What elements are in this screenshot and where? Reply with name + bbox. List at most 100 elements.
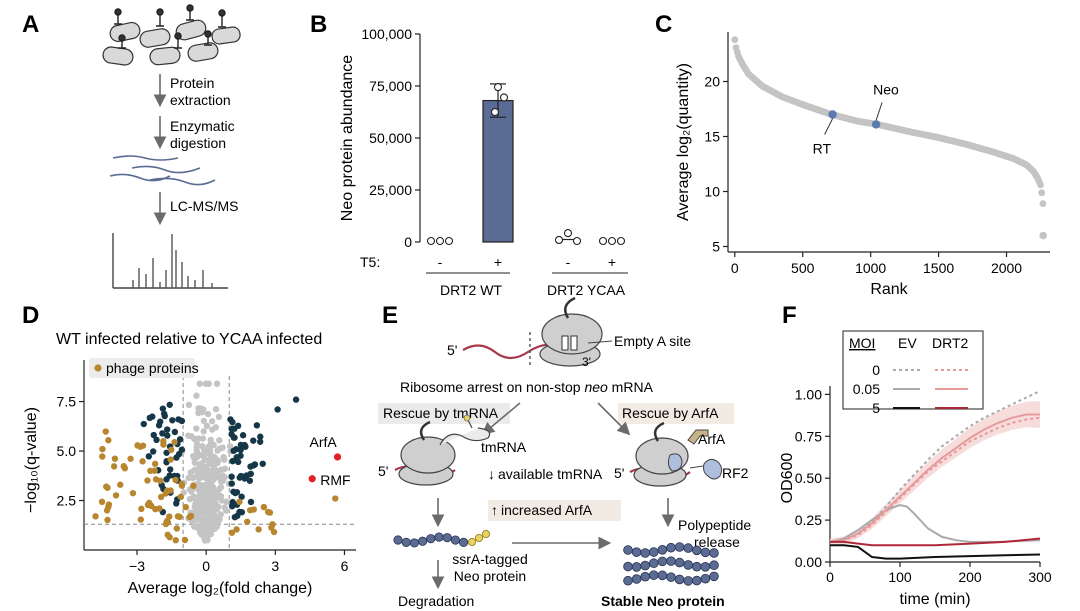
volcano-point-sig bbox=[230, 434, 238, 441]
volcano-point-sig bbox=[247, 498, 255, 506]
neo-protein-bead bbox=[674, 542, 685, 552]
rf2-in-ribosome bbox=[667, 453, 683, 472]
bacteria-cells bbox=[102, 19, 241, 66]
volcano-point-ns bbox=[209, 426, 216, 433]
volcano-point-sig bbox=[160, 410, 168, 417]
volcano-point-phage bbox=[151, 460, 159, 468]
volcano-point-ns bbox=[202, 474, 209, 481]
panel-label-a: A bbox=[22, 11, 39, 38]
volcano-point-sig bbox=[145, 453, 153, 460]
neo-protein-bead bbox=[709, 560, 719, 571]
neo-protein-bead bbox=[683, 560, 693, 570]
volcano-point-sig bbox=[247, 470, 254, 478]
neo-protein-bead bbox=[709, 571, 719, 582]
volcano-point-ns bbox=[216, 437, 223, 444]
pointer-empty-a-site bbox=[587, 340, 613, 344]
y-axis-label: Average log₂(quantity) bbox=[675, 63, 692, 221]
volcano-point-sig bbox=[166, 401, 173, 408]
degradation-label: Degradation bbox=[398, 593, 474, 609]
step-lcmsms: LC-MS/MS bbox=[170, 198, 238, 214]
volcano-point-phage bbox=[160, 441, 167, 448]
volcano-point-outlier bbox=[92, 513, 99, 520]
peptide bbox=[131, 165, 201, 174]
volcano-point-phage bbox=[260, 503, 268, 511]
right-five-prime: 5' bbox=[614, 465, 624, 481]
volcano-point-sig bbox=[230, 447, 237, 454]
volcano-point-phage bbox=[156, 505, 163, 512]
volcano-point-sig bbox=[169, 417, 176, 424]
trna bbox=[561, 335, 569, 351]
volcano-point-ns bbox=[202, 535, 209, 542]
volcano-point-phage bbox=[104, 484, 111, 491]
y-tick-label: 7.5 bbox=[57, 394, 77, 410]
bacterium bbox=[102, 46, 134, 66]
volcano-point-sig bbox=[234, 422, 242, 430]
volcano-point-sig bbox=[238, 493, 245, 500]
volcano-point-ns bbox=[193, 425, 200, 432]
bar-chart-neo: 0 25,000 50,000 75,000 100,000 Neo protein ab… bbox=[339, 26, 628, 298]
neo-protein-bead bbox=[683, 543, 693, 553]
group-label: DRT2 WT bbox=[440, 282, 502, 298]
volcano-point-ns bbox=[194, 510, 202, 517]
volcano-point-ns bbox=[185, 401, 193, 409]
volcano-point-phage bbox=[168, 446, 175, 453]
volcano-point-sig bbox=[173, 454, 180, 461]
phage-icon bbox=[156, 14, 164, 27]
volcano-point-sig bbox=[159, 430, 166, 437]
volcano-point-ns bbox=[209, 484, 217, 491]
volcano-point-sig bbox=[178, 417, 186, 425]
x-tick-label: −3 bbox=[129, 558, 145, 574]
phage-icon bbox=[114, 8, 122, 16]
y-tick-label: 100,000 bbox=[361, 26, 412, 42]
neo-protein-bead bbox=[640, 571, 650, 582]
rank-plot: 5 10 15 20 0 500 1000 1500 2000 Rank Average log₂(… bbox=[675, 32, 1050, 298]
volcano-point-phage bbox=[236, 498, 243, 506]
ssra-tag-bead bbox=[481, 530, 490, 539]
volcano-point-sig bbox=[166, 472, 173, 479]
neo-protein-bead bbox=[648, 547, 659, 557]
series-line bbox=[830, 537, 1041, 547]
volcano-point-outlier bbox=[99, 445, 106, 453]
volcano-point-phage bbox=[105, 437, 112, 444]
neo-protein-bead bbox=[700, 547, 711, 558]
data-point bbox=[598, 236, 608, 246]
labelled-point bbox=[333, 453, 342, 461]
volcano-point-phage bbox=[164, 531, 171, 539]
volcano-point-ns bbox=[205, 443, 213, 450]
rescue-tmrna-label: Rescue by tmRNA bbox=[383, 405, 499, 421]
volcano-point-ns bbox=[200, 417, 208, 425]
volcano-point-sig bbox=[164, 432, 171, 439]
volcano-point-phage bbox=[127, 455, 134, 462]
x-tick-label: 3 bbox=[271, 558, 279, 574]
y-tick-label: 75,000 bbox=[369, 78, 412, 94]
volcano-point-ns bbox=[193, 453, 201, 461]
volcano-point-phage bbox=[167, 456, 174, 463]
highlight-label: RT bbox=[813, 141, 832, 157]
left-five-prime: 5' bbox=[378, 463, 388, 479]
panel-label-f: F bbox=[782, 302, 797, 329]
volcano-point-sig bbox=[229, 457, 236, 465]
volcano-point-ns bbox=[203, 502, 211, 509]
volcano-point-ns bbox=[193, 447, 200, 454]
neo-protein-bead bbox=[666, 572, 676, 582]
y-tick-label: 20 bbox=[704, 74, 720, 90]
volcano-point-sig bbox=[140, 420, 147, 428]
nascent-peptide bbox=[419, 420, 431, 441]
phage-icon bbox=[218, 15, 226, 28]
row-label: T5: bbox=[360, 254, 380, 270]
nascent-peptide bbox=[563, 296, 576, 319]
volcano-point-phage bbox=[111, 455, 119, 462]
data-point bbox=[435, 236, 445, 246]
volcano-point-ns bbox=[217, 466, 225, 473]
x-axis-label: Rank bbox=[870, 281, 908, 298]
volcano-point-ns bbox=[195, 405, 202, 412]
volcano-point-phage bbox=[152, 476, 160, 483]
volcano-point-ns bbox=[214, 471, 221, 478]
volcano-point-phage bbox=[190, 482, 197, 490]
volcano-point-ns bbox=[203, 422, 211, 430]
data-point bbox=[493, 83, 503, 92]
rf2-label: RF2 bbox=[722, 465, 749, 481]
trna bbox=[570, 335, 578, 351]
panel-d: D WT infected relative to YCAA infected 2… bbox=[22, 302, 356, 597]
neo-protein-bead bbox=[691, 575, 702, 586]
